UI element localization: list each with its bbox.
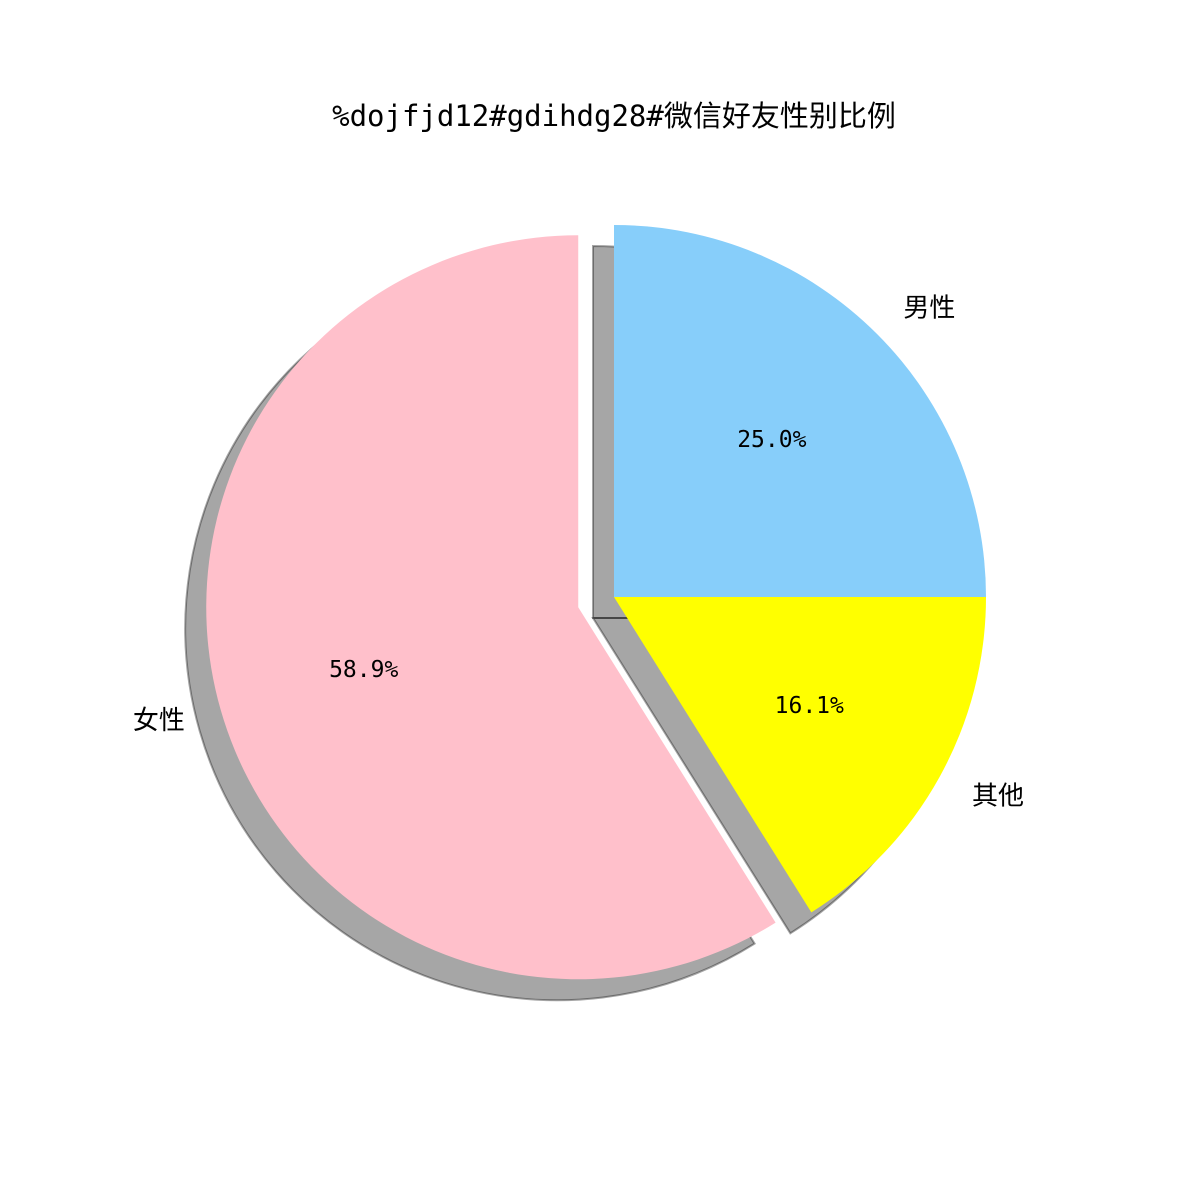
slice-category-label-2: 女性 <box>133 706 185 736</box>
pie-slice-1 <box>614 597 986 913</box>
slice-percent-label-0: 25.0% <box>737 427 806 453</box>
pie-slices <box>206 225 986 980</box>
pie-slice-2 <box>206 235 776 980</box>
pie-labels: 男性 25.0% 其他 16.1% 女性 58.9% <box>133 294 1024 812</box>
slice-percent-label-1: 16.1% <box>775 693 844 719</box>
slice-category-label-0: 男性 <box>903 294 955 324</box>
pie-slice-0 <box>614 225 986 597</box>
chart-title: %dojfjd12#gdihdg28#微信好友性别比例 <box>332 99 896 133</box>
slice-category-label-1: 其他 <box>972 781 1024 811</box>
slice-percent-label-2: 58.9% <box>329 657 398 683</box>
